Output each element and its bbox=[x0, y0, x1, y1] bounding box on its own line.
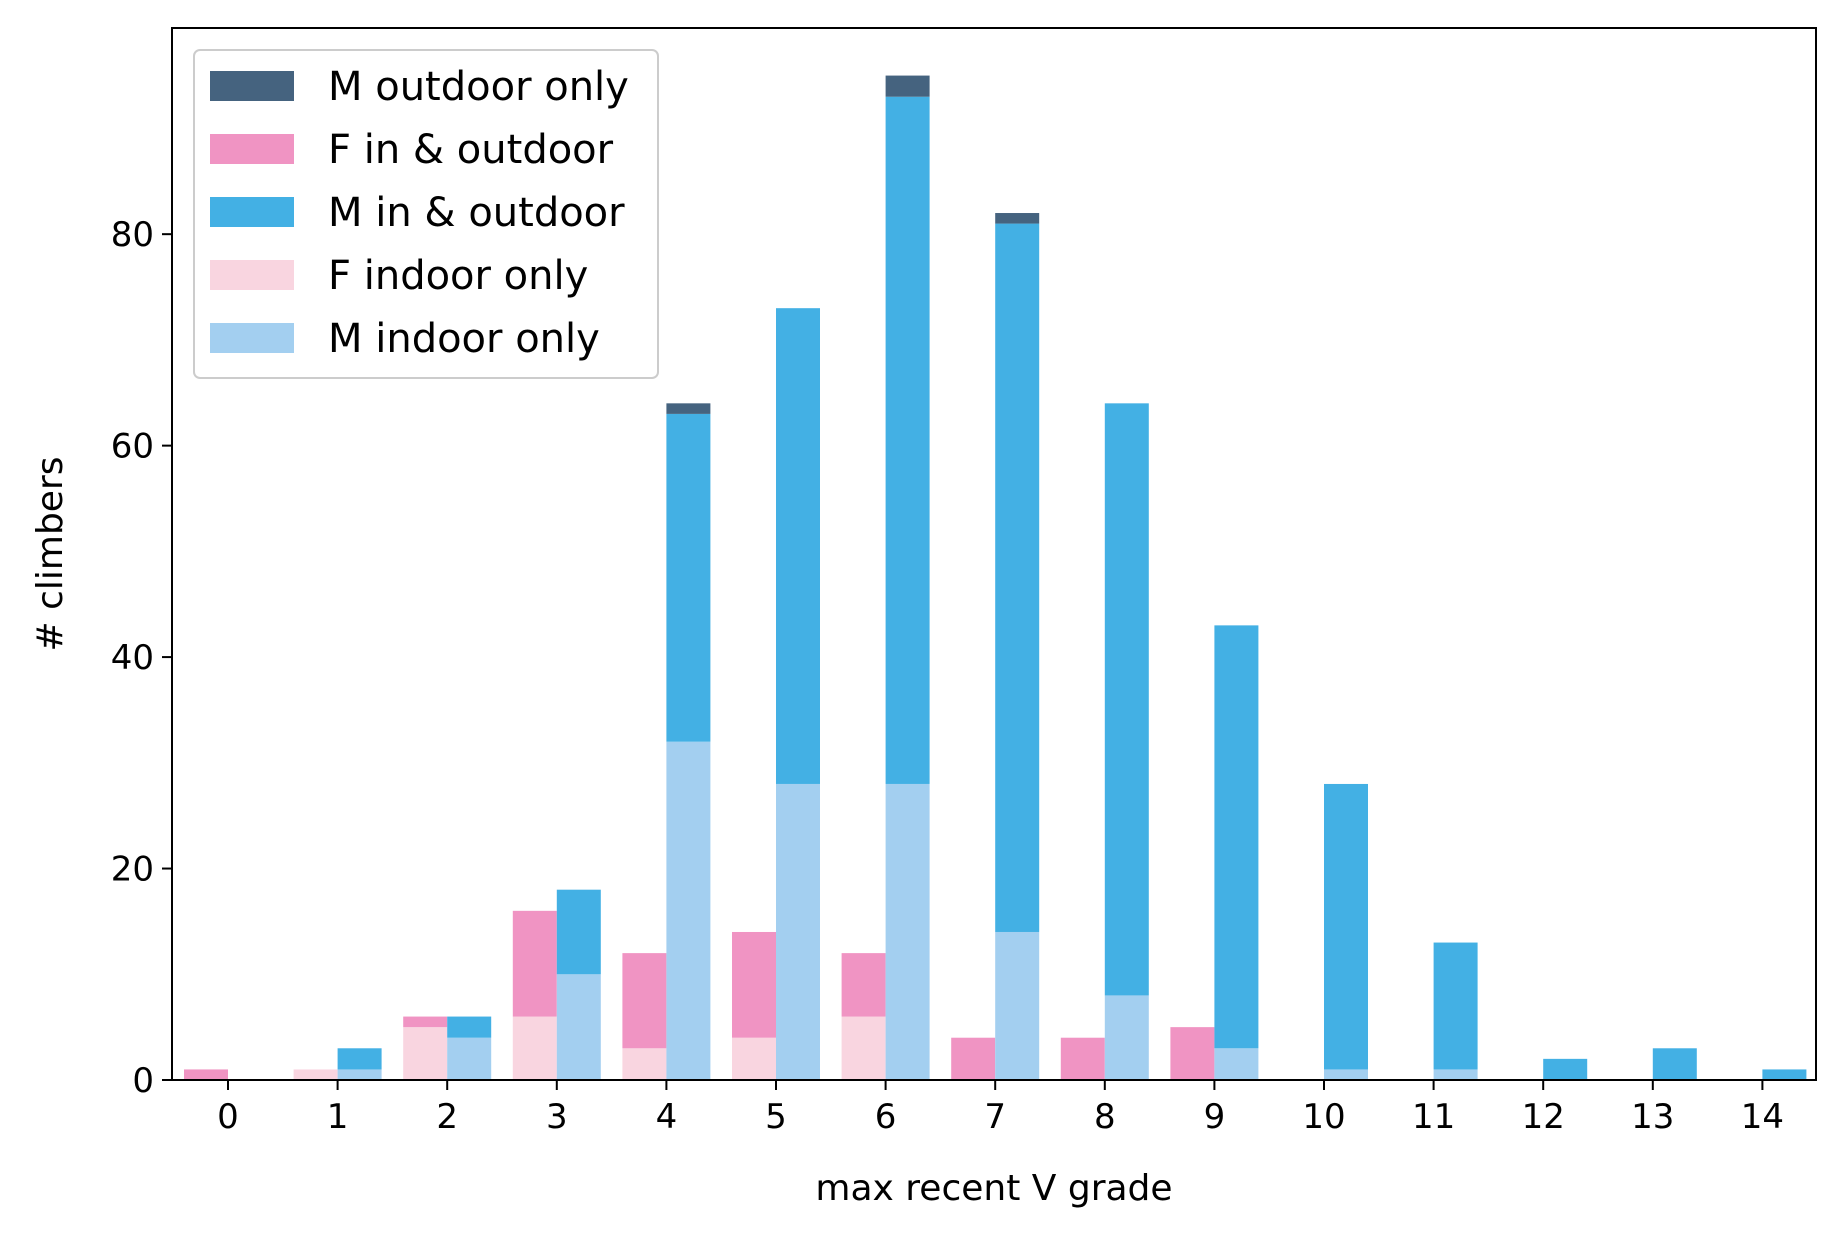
bar-m-indoor-only-8 bbox=[1104, 995, 1149, 1080]
legend-box bbox=[193, 49, 659, 379]
x-tick-label: 3 bbox=[546, 1097, 568, 1137]
bar-f-in-outdoor-0 bbox=[184, 1069, 228, 1080]
bar-m-in-outdoor-1 bbox=[337, 1048, 382, 1070]
bar-m-in-outdoor-14 bbox=[1762, 1069, 1807, 1080]
bar-m-outdoor-only-7 bbox=[995, 213, 1040, 224]
legend-swatch bbox=[210, 323, 294, 353]
x-tick-label: 4 bbox=[656, 1097, 678, 1137]
bar-f-in-outdoor-9 bbox=[1170, 1027, 1215, 1080]
y-tick-label: 60 bbox=[111, 427, 154, 467]
bar-m-in-outdoor-4 bbox=[666, 413, 711, 742]
y-tick-label: 0 bbox=[132, 1061, 154, 1101]
legend-label: F indoor only bbox=[328, 253, 588, 299]
plot-frame bbox=[171, 27, 1817, 1081]
bar-m-in-outdoor-2 bbox=[447, 1016, 492, 1038]
x-tick-label: 11 bbox=[1412, 1097, 1455, 1137]
bar-f-in-outdoor-3 bbox=[512, 910, 557, 1017]
bar-m-in-outdoor-10 bbox=[1324, 783, 1368, 1070]
bar-f-indoor-only-1 bbox=[293, 1069, 338, 1080]
legend-label: M in & outdoor bbox=[328, 190, 625, 236]
bar-m-indoor-only-5 bbox=[776, 783, 820, 1080]
bar-m-in-outdoor-11 bbox=[1433, 942, 1478, 1070]
legend-label: F in & outdoor bbox=[328, 127, 614, 173]
bar-f-in-outdoor-8 bbox=[1060, 1037, 1105, 1080]
bar-m-indoor-only-6 bbox=[885, 783, 930, 1080]
x-tick-label: 12 bbox=[1522, 1097, 1565, 1137]
bar-f-in-outdoor-7 bbox=[951, 1037, 996, 1080]
bar-f-indoor-only-4 bbox=[622, 1048, 667, 1080]
y-tick-label: 80 bbox=[111, 215, 154, 255]
x-tick-label: 8 bbox=[1094, 1097, 1116, 1137]
x-tick-label: 2 bbox=[436, 1097, 458, 1137]
bar-m-in-outdoor-7 bbox=[995, 223, 1040, 932]
y-axis-label: # climbers bbox=[30, 456, 71, 651]
bars-layer bbox=[184, 75, 1807, 1080]
bar-m-indoor-only-7 bbox=[995, 931, 1040, 1080]
bar-m-indoor-only-3 bbox=[556, 974, 601, 1080]
bar-m-in-outdoor-3 bbox=[556, 889, 601, 975]
bar-f-in-outdoor-2 bbox=[403, 1016, 448, 1028]
x-tick-label: 10 bbox=[1302, 1097, 1345, 1137]
x-tick-label: 0 bbox=[217, 1097, 239, 1137]
bar-m-indoor-only-4 bbox=[666, 741, 711, 1080]
bar-f-indoor-only-3 bbox=[512, 1016, 557, 1080]
bar-f-in-outdoor-4 bbox=[622, 953, 667, 1049]
legend-swatch bbox=[210, 260, 294, 290]
x-tick-label: 5 bbox=[765, 1097, 787, 1137]
bar-f-indoor-only-2 bbox=[403, 1027, 448, 1080]
bar-m-indoor-only-9 bbox=[1214, 1048, 1259, 1080]
legend: M outdoor only F in & outdoor M in & outdo… bbox=[193, 49, 659, 379]
x-tick-label: 13 bbox=[1631, 1097, 1674, 1137]
bar-m-in-outdoor-5 bbox=[776, 308, 820, 784]
legend-swatch bbox=[210, 71, 294, 101]
legend-label: M outdoor only bbox=[328, 64, 629, 110]
x-tick-label: 7 bbox=[984, 1097, 1006, 1137]
bar-m-indoor-only-2 bbox=[447, 1037, 492, 1080]
bar-m-in-outdoor-9 bbox=[1214, 625, 1259, 1049]
bar-m-in-outdoor-8 bbox=[1104, 403, 1149, 996]
bar-m-in-outdoor-13 bbox=[1652, 1048, 1697, 1080]
bar-f-indoor-only-5 bbox=[732, 1037, 776, 1080]
bar-m-indoor-only-11 bbox=[1433, 1069, 1478, 1080]
x-tick-label: 6 bbox=[875, 1097, 897, 1137]
bar-m-in-outdoor-12 bbox=[1543, 1058, 1588, 1080]
bar-f-in-outdoor-6 bbox=[841, 953, 886, 1017]
bar-m-indoor-only-1 bbox=[337, 1069, 382, 1080]
bar-m-outdoor-only-4 bbox=[666, 403, 711, 414]
y-tick-label: 40 bbox=[111, 638, 154, 678]
bar-m-indoor-only-10 bbox=[1324, 1069, 1368, 1080]
bar-m-outdoor-only-6 bbox=[885, 75, 930, 97]
bar-f-indoor-only-6 bbox=[841, 1016, 886, 1080]
x-tick-label: 1 bbox=[327, 1097, 349, 1137]
legend-swatch bbox=[210, 134, 294, 164]
x-tick-label: 9 bbox=[1204, 1097, 1226, 1137]
bar-m-in-outdoor-6 bbox=[885, 96, 930, 784]
legend-swatch bbox=[210, 197, 294, 227]
y-tick-label: 20 bbox=[111, 850, 154, 890]
bar-f-in-outdoor-5 bbox=[732, 931, 776, 1038]
x-axis-label: max recent V grade bbox=[815, 1168, 1172, 1209]
legend-label: M indoor only bbox=[328, 316, 600, 362]
x-tick-label: 14 bbox=[1741, 1097, 1784, 1137]
